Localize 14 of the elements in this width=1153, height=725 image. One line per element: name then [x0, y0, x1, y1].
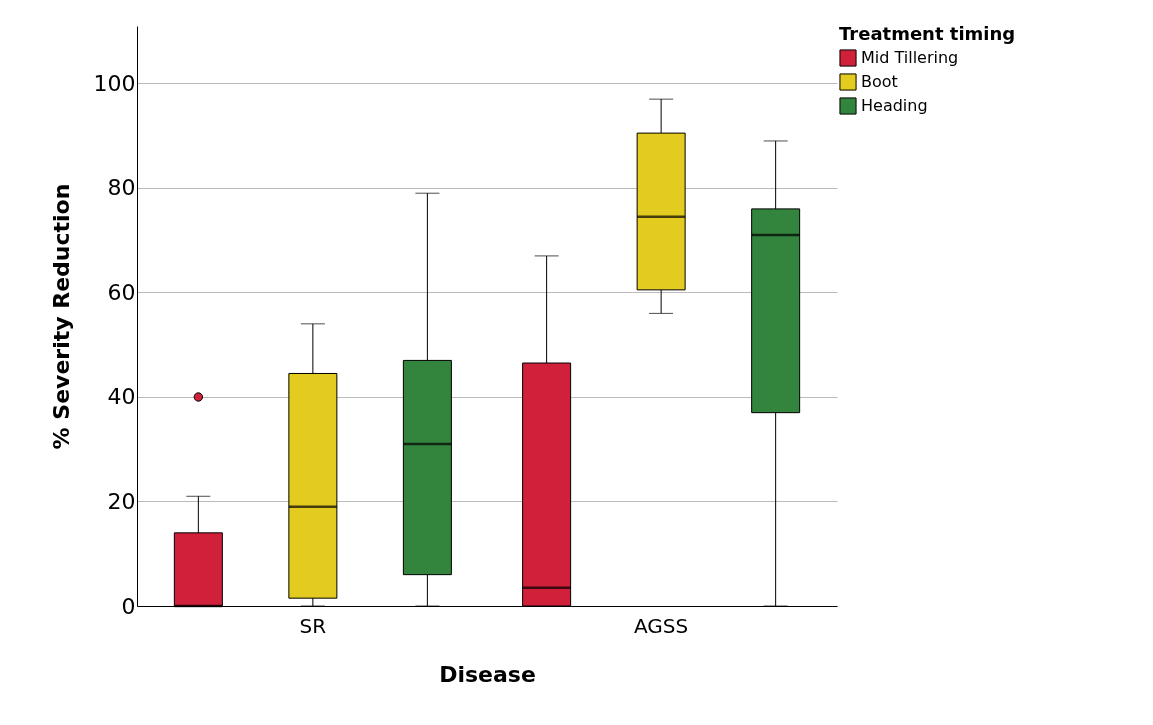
y-tick-label: 40 [107, 384, 136, 410]
y-tick-label: 60 [107, 279, 136, 305]
legend-label: Heading [861, 96, 928, 115]
x-tick-label: SR [299, 613, 327, 638]
y-tick-label: 20 [107, 489, 136, 514]
y-tick-label: 100 [93, 70, 136, 96]
legend-title: Treatment timing [839, 23, 1016, 44]
x-tick-label: AGSS [634, 613, 689, 638]
y-tick-label: 0 [121, 593, 136, 619]
y-tick-label: 80 [107, 175, 136, 201]
legend-label: Mid Tillering [861, 48, 959, 67]
y-axis-title: % Severity Reduction [48, 183, 74, 450]
legend-label: Boot [861, 72, 898, 91]
x-axis-title: Disease [439, 661, 536, 687]
